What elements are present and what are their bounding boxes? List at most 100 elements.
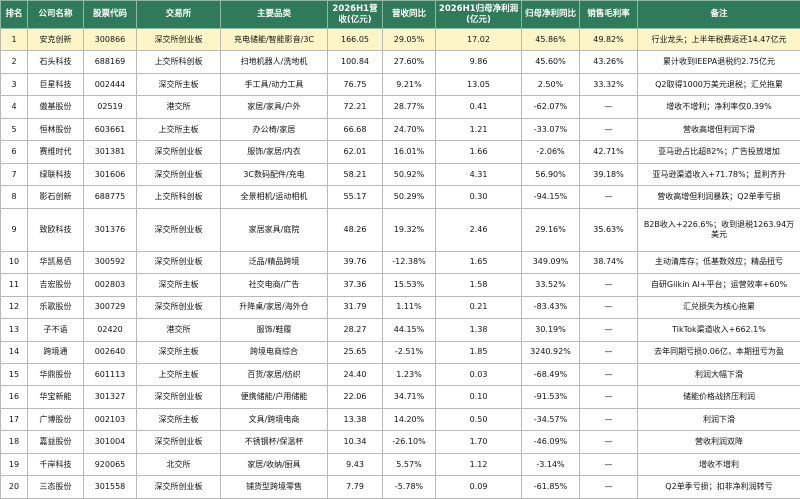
revenue-cell: 25.65 — [327, 340, 383, 365]
table-row: 16 华宝新能 301327 深交所创业板 便携储能/户用储能 22.06 34.71% 0.… — [0, 385, 800, 409]
revenue-yoy-cell: 14.20% — [382, 407, 436, 432]
revenue-cell: 39.76 — [327, 250, 383, 275]
exchange-cell: 深交所创业板 — [136, 385, 221, 409]
category-cell: 跨境电商综合 — [220, 340, 328, 365]
rank-cell: 13 — [0, 318, 28, 342]
exchange-cell: 港交所 — [136, 95, 221, 119]
note-cell: 营收高增但利润暴跌；Q2单季亏损 — [637, 185, 800, 209]
header-revenue: 2026H1营收(亿元) — [327, 0, 383, 29]
note-cell: 累计收到IEEPA退税约2.75亿元 — [637, 50, 800, 74]
exchange-cell: 深交所创业板 — [136, 430, 221, 454]
net-profit-cell: 0.10 — [435, 385, 522, 409]
note-cell: 增收不增利；净利率仅0.39% — [637, 95, 800, 119]
revenue-cell: 10.34 — [327, 430, 383, 454]
exchange-cell: 深交所创业板 — [136, 475, 221, 499]
company-name-cell: 广博股份 — [27, 407, 84, 432]
category-cell: 充电储能/智能影音/3C — [220, 27, 328, 52]
stock-code-cell: 002803 — [83, 273, 137, 297]
exchange-cell: 深交所创业板 — [136, 207, 221, 252]
company-name-cell: 致欧科技 — [27, 207, 84, 252]
category-cell: 家居/收纳/厨具 — [220, 452, 328, 477]
gross-margin-cell: 35.63% — [579, 207, 638, 252]
stock-code-cell: 002103 — [83, 407, 137, 432]
stock-code-cell: 02519 — [83, 95, 137, 119]
category-cell: 铺货型跨境零售 — [220, 475, 328, 499]
net-profit-yoy-cell: -33.07% — [521, 117, 580, 142]
net-profit-cell: 1.12 — [435, 452, 522, 477]
rank-cell: 6 — [0, 140, 28, 164]
revenue-yoy-cell: 15.53% — [382, 273, 436, 297]
net-profit-yoy-cell: -91.53% — [521, 385, 580, 409]
net-profit-yoy-cell: -3.14% — [521, 452, 580, 477]
net-profit-yoy-cell: -68.49% — [521, 362, 580, 387]
table-row: 17 广博股份 002103 深交所主板 文具/跨境电商 13.38 14.20% 0.50-… — [0, 407, 800, 432]
company-name-cell: 三态股份 — [27, 475, 84, 499]
category-cell: 全景相机/运动相机 — [220, 185, 328, 209]
note-cell: 增收不增利 — [637, 452, 800, 477]
exchange-cell: 深交所创业板 — [136, 27, 221, 52]
company-name-cell: 华宝新能 — [27, 385, 84, 409]
category-cell: 便携储能/户用储能 — [220, 385, 328, 409]
rank-cell: 9 — [0, 207, 28, 252]
exchange-cell: 上交所科创板 — [136, 185, 221, 209]
revenue-yoy-cell: 28.77% — [382, 95, 436, 119]
stock-code-cell: 301606 — [83, 162, 137, 187]
revenue-cell: 48.26 — [327, 207, 383, 252]
category-cell: 不锈钢杯/保温杯 — [220, 430, 328, 454]
header-stock-code: 股票代码 — [83, 0, 137, 29]
stock-code-cell: 300592 — [83, 250, 137, 275]
gross-margin-cell: — — [579, 430, 638, 454]
rank-cell: 1 — [0, 27, 28, 52]
revenue-yoy-cell: 1.23% — [382, 362, 436, 387]
revenue-yoy-cell: 9.21% — [382, 72, 436, 97]
category-cell: 泛品/精品跨境 — [220, 250, 328, 275]
net-profit-cell: 1.66 — [435, 140, 522, 164]
rank-cell: 18 — [0, 430, 28, 454]
gross-margin-cell: — — [579, 407, 638, 432]
net-profit-cell: 13.05 — [435, 72, 522, 97]
gross-margin-cell: — — [579, 475, 638, 499]
revenue-cell: 24.40 — [327, 362, 383, 387]
rank-cell: 8 — [0, 185, 28, 209]
gross-margin-cell: 39.18% — [579, 162, 638, 187]
company-name-cell: 千岸科技 — [27, 452, 84, 477]
rank-cell: 12 — [0, 295, 28, 320]
gross-margin-cell: — — [579, 452, 638, 477]
stock-code-cell: 920065 — [83, 452, 137, 477]
company-name-cell: 吉宏股份 — [27, 273, 84, 297]
exchange-cell: 深交所主板 — [136, 273, 221, 297]
gross-margin-cell: — — [579, 340, 638, 365]
note-cell: 亚马逊占比超82%；广告投放增加 — [637, 140, 800, 164]
net-profit-cell: 0.30 — [435, 185, 522, 209]
net-profit-cell: 9.86 — [435, 50, 522, 74]
category-cell: 家居家具/庭院 — [220, 207, 328, 252]
table-row: 20 三态股份 301558 深交所创业板 铺货型跨境零售 7.79 -5.78% 0.09-… — [0, 475, 800, 499]
note-cell: Q2单季亏损；扣非净利润转亏 — [637, 475, 800, 499]
stock-code-cell: 002444 — [83, 72, 137, 97]
table-row: 4 傲基股份 02519 港交所 家居/家具/户外 72.21 28.77% 0.41 -62.… — [0, 95, 800, 119]
exchange-cell: 深交所主板 — [136, 340, 221, 365]
gross-margin-cell: 38.74% — [579, 250, 638, 275]
header-rank: 排名 — [0, 0, 28, 29]
revenue-yoy-cell: 16.01% — [382, 140, 436, 164]
revenue-yoy-cell: 5.57% — [382, 452, 436, 477]
revenue-cell: 58.21 — [327, 162, 383, 187]
note-cell: B2B收入+226.6%；收到退税1263.94万美元 — [637, 207, 800, 252]
revenue-cell: 7.79 — [327, 475, 383, 499]
note-cell: Q2取得1000万美元退税；汇兑拖累 — [637, 72, 800, 97]
revenue-cell: 9.43 — [327, 452, 383, 477]
header-company-name: 公司名称 — [27, 0, 84, 29]
exchange-cell: 港交所 — [136, 318, 221, 342]
net-profit-cell: 4.31 — [435, 162, 522, 187]
net-profit-yoy-cell: 56.90% — [521, 162, 580, 187]
company-name-cell: 绿联科技 — [27, 162, 84, 187]
exchange-cell: 深交所创业板 — [136, 295, 221, 320]
rank-cell: 10 — [0, 250, 28, 275]
stock-code-cell: 002640 — [83, 340, 137, 365]
header-row: 排名 公司名称 股票代码 交易所 主要品类 2026H1营收(亿元) 营收同比 2026H1归… — [0, 0, 800, 29]
revenue-cell: 31.79 — [327, 295, 383, 320]
category-cell: 办公椅/家居 — [220, 117, 328, 142]
company-name-cell: 乐歌股份 — [27, 295, 84, 320]
note-cell: 自研Giikin AI+平台；运营效率+60% — [637, 273, 800, 297]
rank-cell: 2 — [0, 50, 28, 74]
